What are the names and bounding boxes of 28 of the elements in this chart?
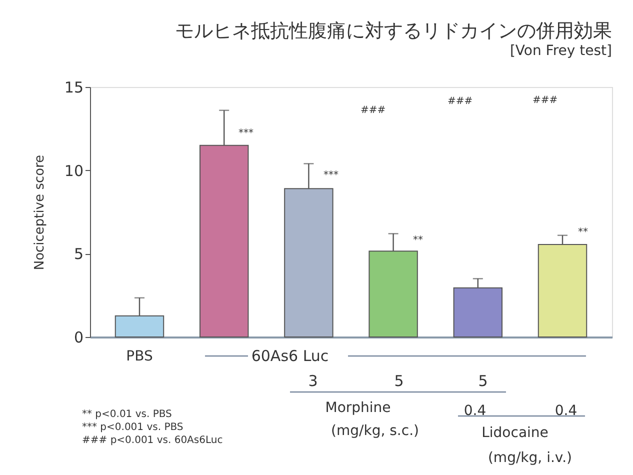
annotation: ### — [532, 95, 558, 106]
text: (mg/kg, s.c.) — [331, 423, 419, 439]
y-tick-label: 15 — [64, 78, 84, 96]
chart-subtitle: [Von Frey test] — [510, 43, 612, 59]
x-tick-label: PBS — [126, 348, 153, 364]
text: ** p<0.01 vs. PBS — [82, 409, 172, 420]
text: 3 — [308, 372, 318, 390]
text: 60As6 Luc — [251, 347, 329, 365]
text: 5 — [394, 372, 404, 390]
annotation: ### — [360, 105, 386, 116]
text: *** p<0.001 vs. PBS — [82, 422, 184, 433]
annotation: *** — [324, 170, 338, 181]
y-tick-label: 10 — [64, 162, 84, 180]
text: 0.4 — [554, 403, 578, 419]
annotation: ### — [447, 96, 473, 107]
text: Morphine — [325, 400, 391, 416]
text: Lidocaine — [482, 425, 548, 441]
y-axis-title: Nociceptive score — [32, 154, 48, 270]
chart-title: モルヒネ抵抗性腹痛に対するリドカインの併用効果 — [175, 20, 612, 42]
y-tick-label: 0 — [74, 328, 84, 346]
text: 0.4 — [464, 403, 486, 419]
text: ### p<0.001 vs. 60As6Luc — [82, 435, 223, 446]
y-tick-label: 5 — [74, 245, 84, 264]
annotation: ** — [413, 235, 423, 246]
annotation: *** — [238, 128, 254, 139]
text: (mg/kg, i.v.) — [488, 450, 572, 466]
annotation: ** — [578, 227, 588, 238]
text: 5 — [478, 372, 488, 390]
